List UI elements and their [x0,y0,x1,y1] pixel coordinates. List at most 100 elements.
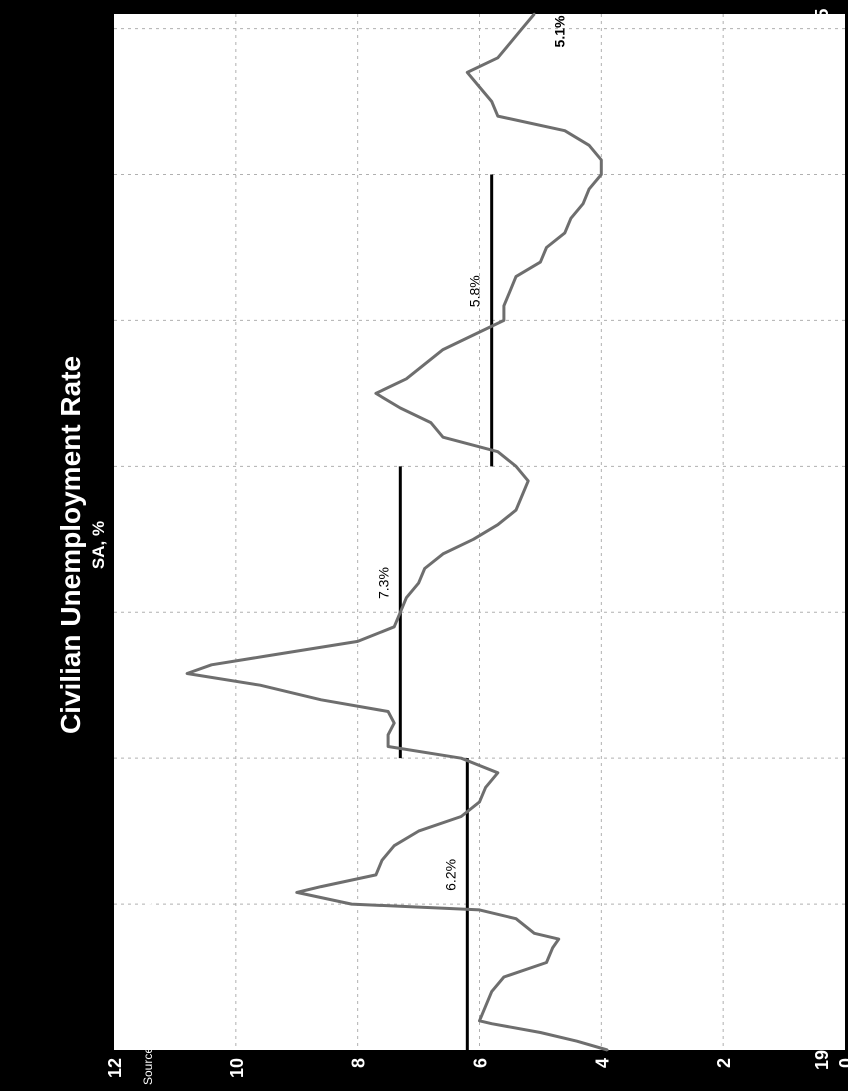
x-tick-label: 1990 [812,446,832,486]
data-point [545,961,548,964]
data-labels: 6.2% 7.3% 5.8% 5.1% [375,15,567,891]
data-point [563,231,566,235]
y-tick-label: 6 [471,1058,491,1068]
data-point [533,932,536,935]
average-label: 6.2% [442,859,458,891]
data-point [508,290,512,293]
data-point [374,392,378,395]
data-point [423,567,426,570]
x-tick-label: 1980 [812,738,832,778]
data-point [569,217,573,220]
x-tick-label: 2005 [812,9,832,49]
data-point [545,246,548,249]
data-point [587,187,591,191]
data-point [399,406,402,410]
data-point [417,581,420,585]
data-point [478,800,481,804]
data-point [386,745,390,748]
y-tick-label: 0 [836,1058,848,1068]
data-point [210,663,213,666]
data-point [441,348,445,351]
data-point [356,640,359,643]
data-point [319,698,323,701]
data-point [472,333,475,337]
data-point [259,684,262,687]
data-point [319,885,323,888]
data-point [502,304,506,307]
data-point [441,436,445,439]
data-point [496,450,499,453]
data-point [496,114,499,118]
series-layer [185,12,609,1052]
x-tick-label: 1985 [812,592,832,632]
data-point [514,275,518,278]
data-point [490,990,493,993]
data-point [581,202,585,205]
data-point [575,1040,579,1043]
data-point [185,672,189,675]
data-point [472,538,475,541]
data-point [496,523,499,526]
data-point [386,733,390,736]
source-note: Source: Bureau of Labor Statistics / Hav… [141,810,155,1085]
x-tick-label: 1975 [812,884,832,924]
data-point [490,1022,493,1025]
data-point [484,1005,487,1008]
data-point [374,873,378,877]
data-point [386,710,390,713]
data-point [441,552,445,556]
axis-ticks: 0 2 4 6 8 10 12 1970 1975 1980 1985 1990 1995 2000 200… [105,9,848,1078]
data-point [606,1048,609,1052]
data-point [551,946,554,950]
data-point [405,596,408,599]
average-label: 7.3% [375,567,391,599]
y-tick-label: 8 [349,1058,369,1068]
data-point [265,654,268,658]
data-point [514,465,518,468]
data-point [393,625,396,628]
data-point [478,908,481,912]
data-point [350,902,353,906]
y-tick-label: 12 [105,1058,125,1078]
data-point [600,173,603,176]
data-point [533,12,536,16]
data-point [502,975,506,979]
data-point [539,1031,542,1034]
data-point [490,100,493,103]
data-point [514,508,518,512]
data-point [466,71,469,74]
data-point [557,937,560,941]
data-point [460,815,463,818]
x-tick-label: 1970 [812,1030,832,1070]
data-point [520,494,524,497]
average-label: 5.8% [467,275,483,307]
x-tick-label: 1995 [812,300,832,340]
y-tick-label: 4 [592,1058,612,1068]
data-point [417,829,420,833]
data-point [405,377,408,380]
data-point [423,363,426,366]
data-point [496,771,499,774]
data-point [429,421,432,424]
data-point [380,859,384,862]
data-point [393,721,396,725]
data-point [514,917,518,920]
x-tick-label: 2000 [812,154,832,194]
data-point [460,757,463,760]
data-point [478,1019,481,1022]
data-point [295,891,298,894]
y-tick-label: 2 [714,1058,734,1068]
data-point [600,158,603,162]
data-point [539,260,542,264]
data-point [393,844,396,847]
data-point [478,85,481,89]
end-value-label: 5.1% [551,15,567,47]
chart-subtitle: SA, % [89,521,108,569]
data-point [527,479,530,483]
chart-title: Civilian Unemployment Rate [55,356,86,734]
data-point [587,144,591,147]
data-point [563,129,566,132]
data-point [502,319,506,322]
y-tick-label: 10 [227,1058,247,1078]
